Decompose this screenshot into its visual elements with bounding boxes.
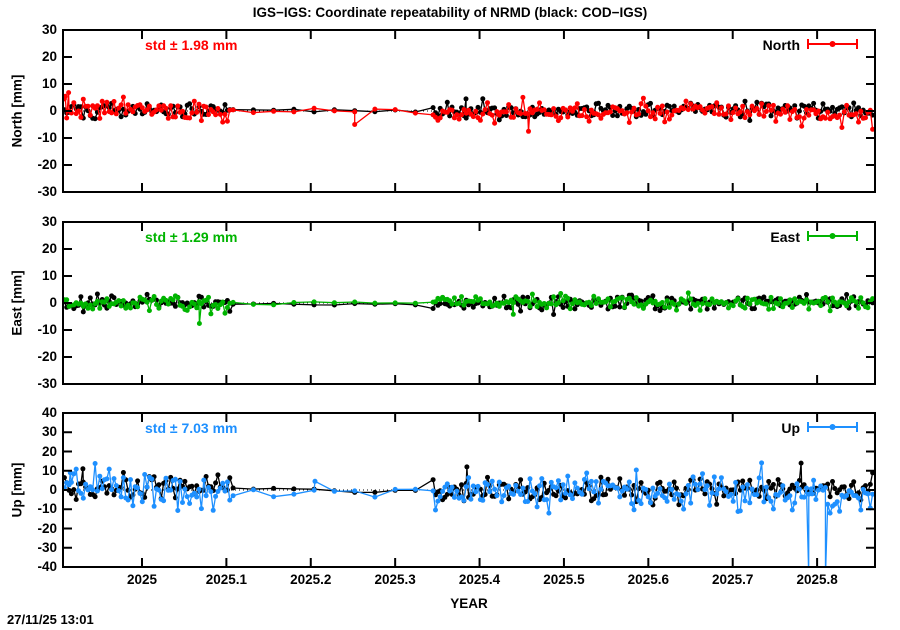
x-tick-label: 2025.8 [796, 572, 838, 587]
series-markers-IGS−IGS [64, 90, 874, 134]
y-tick-label-up: 20 [41, 443, 57, 459]
panel-up [62, 412, 876, 568]
series-markers-IGS−IGS [64, 460, 874, 516]
y-tick-label-north: 0 [49, 103, 57, 118]
y-tick-label-north: 10 [41, 76, 57, 91]
y-axis-title-up: Up [mm] [9, 462, 25, 518]
x-tick-label: 2025.4 [458, 572, 501, 587]
x-tick-label: 2025.1 [205, 572, 248, 587]
y-tick-label-north: -30 [37, 184, 57, 199]
panel-frame [62, 221, 876, 385]
panel-ticks [64, 221, 874, 385]
timestamp: 27/11/25 13:01 [7, 612, 94, 627]
y-axis-title-east: East [mm] [9, 270, 25, 336]
x-tick-label: 2025 [126, 572, 157, 587]
series-markers-IGS−IGS [64, 290, 874, 326]
y-tick-label-east: 10 [41, 268, 57, 283]
y-tick-label-up: 10 [41, 462, 57, 478]
std-annotation-east: std ± 1.29 mm [145, 229, 238, 245]
legend-label-north: North [762, 37, 800, 53]
panel-frame [62, 412, 876, 568]
y-tick-label-up: 0 [49, 482, 57, 497]
x-tick-label: 2025.3 [374, 572, 416, 587]
y-tick-label-east: -20 [37, 349, 57, 364]
chart-title: IGS−IGS: Coordinate repeatability of NRM… [252, 5, 648, 20]
x-axis-title: YEAR [450, 596, 488, 611]
y-tick-label-up: -30 [37, 539, 57, 555]
y-axis-title-north: North [mm] [9, 74, 25, 148]
y-tick-label-east: 0 [49, 295, 57, 310]
legend-label-east: East [770, 229, 800, 245]
panel-east [62, 221, 876, 385]
legend-key-north [807, 39, 858, 49]
panel-frame [62, 29, 876, 193]
y-tick-label-east: 30 [41, 214, 57, 229]
y-tick-label-up: -10 [37, 501, 57, 517]
std-annotation-up: std ± 7.03 mm [145, 420, 238, 436]
legend-label-up: Up [781, 420, 800, 436]
std-annotation-north: std ± 1.98 mm [145, 37, 238, 53]
x-tick-label: 2025.7 [712, 572, 754, 587]
legend-key-east [807, 231, 858, 241]
y-tick-label-north: 30 [41, 22, 57, 37]
y-tick-label-up: 30 [41, 424, 57, 440]
y-tick-label-north: -10 [37, 130, 57, 145]
panel-ticks [64, 29, 874, 193]
y-tick-label-up: -20 [37, 520, 57, 536]
y-tick-label-east: 20 [41, 241, 57, 256]
y-tick-label-east: -10 [37, 322, 57, 337]
x-tick-label: 2025.5 [543, 572, 585, 587]
y-tick-label-north: -20 [37, 157, 57, 172]
x-tick-label: 2025.6 [627, 572, 669, 587]
y-tick-label-up: 40 [41, 405, 57, 420]
legend-key-up [807, 422, 858, 432]
y-tick-label-north: 20 [41, 49, 57, 64]
panel-north [62, 29, 876, 193]
x-tick-label: 2025.2 [290, 572, 332, 587]
panel-ticks [64, 412, 874, 568]
y-tick-label-up: -40 [37, 559, 57, 574]
y-tick-label-east: -30 [37, 376, 57, 391]
